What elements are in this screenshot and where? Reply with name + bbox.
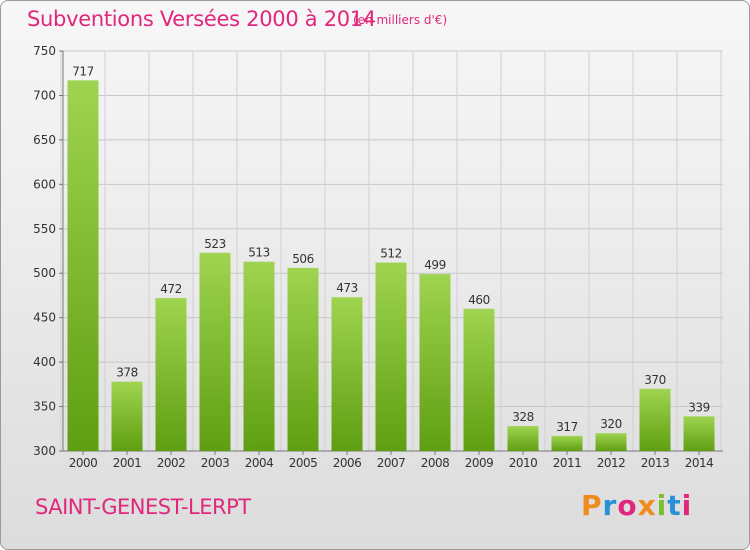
bar-value-label: 472 (160, 282, 181, 296)
x-tick-label: 2008 (421, 456, 450, 470)
y-tick-label: 700 (33, 88, 56, 102)
bars (67, 80, 715, 451)
x-tick-label: 2009 (465, 456, 494, 470)
commune-name: SAINT-GENEST-LERPT (35, 495, 251, 519)
y-tick-label: 350 (33, 400, 56, 414)
logo-letter: P (581, 489, 603, 522)
bar[interactable] (419, 274, 451, 451)
chart-title: Subventions Versées 2000 à 2014 (27, 7, 376, 31)
y-tick-label: 600 (33, 177, 56, 191)
bar-value-label: 512 (380, 247, 401, 261)
bar[interactable] (639, 388, 671, 451)
y-tick-label: 650 (33, 133, 56, 147)
x-tick-label: 2003 (201, 456, 230, 470)
bar-value-label: 499 (424, 258, 445, 272)
x-tick-label: 2002 (157, 456, 186, 470)
x-tick-label: 2011 (553, 456, 582, 470)
bar[interactable] (287, 267, 319, 451)
bar-value-label: 378 (116, 366, 137, 380)
y-tick-label: 400 (33, 355, 56, 369)
bar[interactable] (331, 297, 363, 451)
x-tick-label: 2005 (289, 456, 318, 470)
x-tick-label: 2013 (641, 456, 670, 470)
logo-letter: o (617, 489, 638, 522)
y-tick-label: 750 (33, 44, 56, 58)
x-tick-label: 2007 (377, 456, 406, 470)
data-labels: 717 378 472 523 513 506 473 512 499 460 328 317 320 3… (72, 64, 710, 434)
bar[interactable] (683, 416, 715, 451)
axes: 300 350 400 450 500 550 600 650 700 750 2000 2001 20… (33, 44, 723, 470)
proxiti-logo[interactable]: Proxiti (581, 489, 692, 522)
bar[interactable] (463, 308, 495, 451)
logo-letter: i (656, 489, 668, 522)
x-tick-label: 2004 (245, 456, 274, 470)
logo-letter: i (681, 489, 693, 522)
bar-value-label: 320 (600, 417, 621, 431)
y-tick-label: 500 (33, 266, 56, 280)
y-tick-label: 450 (33, 311, 56, 325)
bar-value-label: 523 (204, 237, 225, 251)
x-tick-label: 2014 (685, 456, 714, 470)
x-tick-label: 2010 (509, 456, 538, 470)
y-tick-label: 300 (33, 444, 56, 458)
bar-value-label: 317 (556, 420, 577, 434)
bar-value-label: 506 (292, 252, 313, 266)
bar[interactable] (507, 426, 539, 451)
bar[interactable] (111, 381, 143, 451)
logo-letter: t (667, 489, 682, 522)
bar-value-label: 328 (512, 410, 533, 424)
bar[interactable] (199, 252, 231, 451)
bar-value-label: 339 (688, 400, 709, 414)
bar[interactable] (155, 298, 187, 451)
bar-value-label: 717 (72, 64, 93, 78)
x-tick-label: 2012 (597, 456, 626, 470)
bar-value-label: 473 (336, 281, 357, 295)
x-tick-label: 2006 (333, 456, 362, 470)
x-tick-label: 2000 (69, 456, 98, 470)
bar[interactable] (551, 435, 583, 451)
bar-value-label: 513 (248, 246, 269, 260)
bar[interactable] (595, 433, 627, 451)
chart-subtitle: (en milliers d'€) (353, 13, 448, 27)
logo-letter: x (637, 489, 657, 522)
bar[interactable] (67, 80, 99, 451)
bar[interactable] (375, 262, 407, 451)
x-tick-label: 2001 (113, 456, 142, 470)
y-tick-label: 550 (33, 222, 56, 236)
bar-value-label: 370 (644, 373, 665, 387)
bar[interactable] (243, 261, 275, 451)
logo-letter: r (602, 489, 618, 522)
bar-value-label: 460 (468, 293, 489, 307)
